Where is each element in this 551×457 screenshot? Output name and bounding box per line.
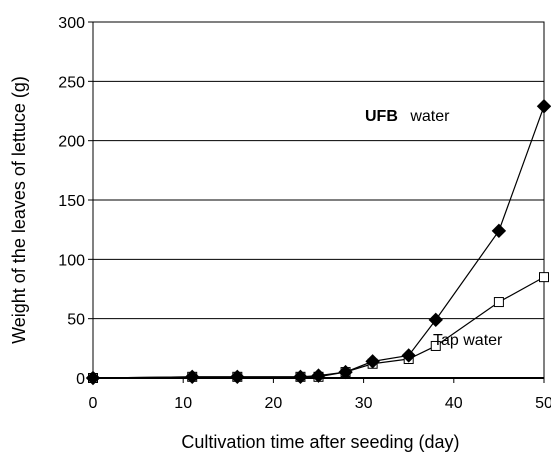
y-tick-label: 150 [58, 193, 85, 210]
series-label-ufb-bold: UFB [365, 108, 398, 125]
data-point-diamond [401, 348, 416, 363]
data-point-square [430, 340, 441, 351]
data-point-diamond [428, 312, 443, 328]
y-tick-label: 300 [58, 15, 85, 32]
data-point-diamond [491, 223, 507, 239]
axes: 0 50 100 150 200 250 300 0 10 20 30 40 50 [58, 15, 551, 412]
y-tick-label: 0 [76, 371, 85, 388]
grid-lines [93, 80, 544, 320]
y-tick-label: 50 [67, 312, 85, 329]
data-point-diamond [338, 364, 353, 380]
y-tick-label: 200 [58, 134, 85, 151]
series-ufb-water [85, 99, 551, 386]
data-point-diamond [85, 370, 101, 386]
data-point-square [493, 297, 504, 308]
data-point-diamond [185, 369, 200, 385]
series-label-tap-water: Tap water [433, 332, 503, 349]
series-label-ufb-rest: water [409, 108, 450, 125]
y-tick-label: 250 [58, 74, 85, 91]
x-axis-title: Cultivation time after seeding (day) [181, 432, 459, 452]
series-line [92, 276, 545, 379]
x-tick-label: 50 [535, 395, 551, 412]
x-tick-label: 30 [355, 395, 373, 412]
data-point-diamond [311, 368, 326, 383]
x-tick-label: 20 [265, 395, 283, 412]
data-point-diamond [293, 369, 308, 385]
data-series [85, 99, 551, 386]
x-tick-label: 0 [89, 395, 98, 412]
series-tap-water [88, 272, 549, 383]
y-axis-title: Weight of the leaves of lettuce (g) [9, 76, 29, 344]
y-tick-label: 100 [58, 252, 85, 269]
series-label-ufb-water: UFB water [365, 108, 450, 125]
data-point-square [539, 272, 549, 283]
data-point-diamond [536, 99, 551, 114]
x-tick-label: 10 [174, 395, 192, 412]
x-tick-label: 40 [445, 395, 463, 412]
data-point-diamond [365, 354, 380, 369]
data-point-diamond [230, 369, 245, 385]
